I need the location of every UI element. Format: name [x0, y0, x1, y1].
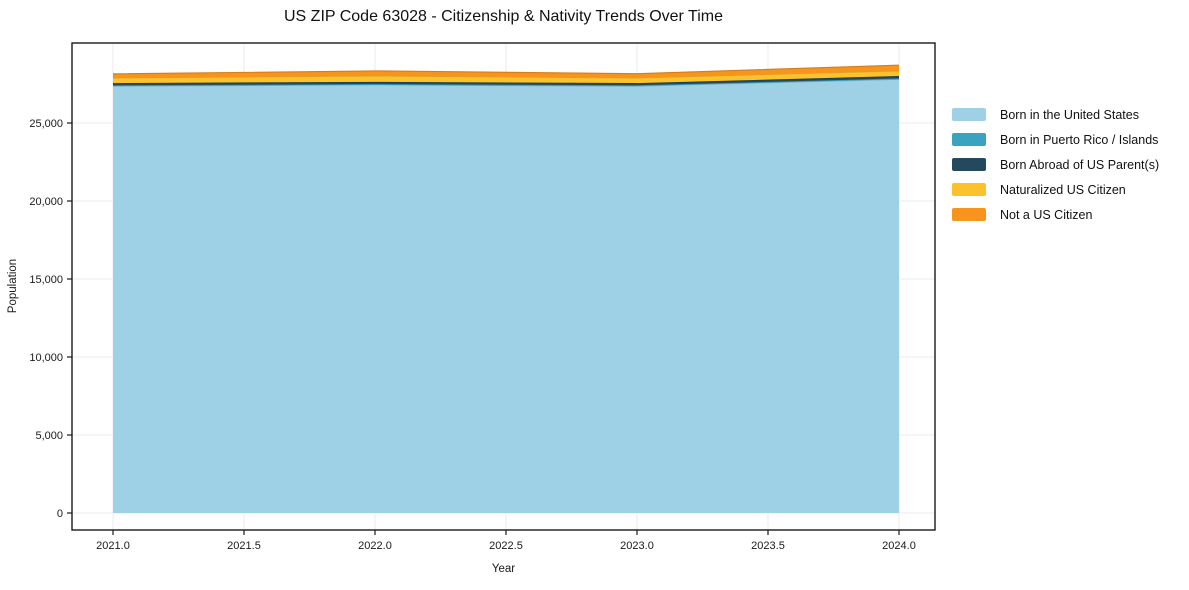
svg-text:2021.0: 2021.0 [96, 540, 130, 552]
legend-swatch-born-pr [952, 133, 986, 146]
legend-label: Not a US Citizen [1000, 207, 1093, 222]
svg-text:0: 0 [57, 508, 63, 520]
legend: Born in the United States Born in Puerto… [952, 102, 1159, 227]
legend-item: Born in the United States [952, 102, 1159, 127]
svg-text:25,000: 25,000 [29, 118, 63, 130]
svg-text:2023.5: 2023.5 [751, 540, 785, 552]
svg-text:2023.0: 2023.0 [620, 540, 654, 552]
svg-text:2022.5: 2022.5 [489, 540, 523, 552]
x-axis-label: Year [491, 563, 516, 575]
svg-text:2024.0: 2024.0 [882, 540, 916, 552]
legend-swatch-born-us [952, 108, 986, 121]
svg-text:2022.0: 2022.0 [358, 540, 392, 552]
chart-title: US ZIP Code 63028 - Citizenship & Nativi… [284, 8, 723, 25]
svg-text:5,000: 5,000 [35, 430, 63, 442]
svg-text:20,000: 20,000 [29, 196, 63, 208]
legend-label: Born Abroad of US Parent(s) [1000, 157, 1160, 172]
svg-text:15,000: 15,000 [29, 274, 63, 286]
legend-item: Born in Puerto Rico / Islands [952, 127, 1159, 152]
legend-item: Naturalized US Citizen [952, 177, 1159, 202]
legend-label: Born in the United States [1000, 107, 1139, 122]
legend-swatch-not-citizen [952, 208, 986, 221]
svg-text:2021.5: 2021.5 [227, 540, 261, 552]
legend-swatch-born-abroad [952, 158, 986, 171]
legend-swatch-naturalized [952, 183, 986, 196]
legend-label: Naturalized US Citizen [1000, 182, 1126, 197]
legend-label: Born in Puerto Rico / Islands [1000, 132, 1159, 147]
svg-text:10,000: 10,000 [29, 352, 63, 364]
legend-item: Born Abroad of US Parent(s) [952, 152, 1159, 177]
y-axis-label: Population [7, 258, 19, 314]
legend-item: Not a US Citizen [952, 202, 1159, 227]
